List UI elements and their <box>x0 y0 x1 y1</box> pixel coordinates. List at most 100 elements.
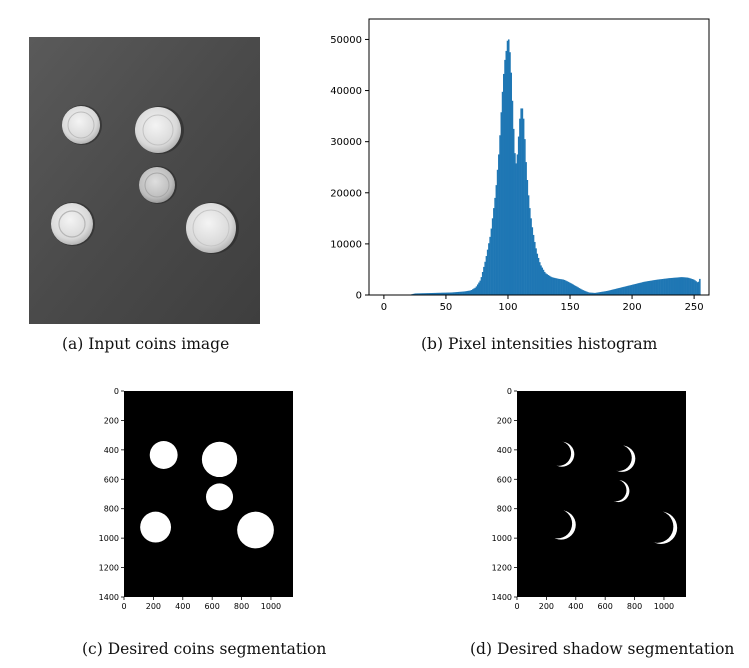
histogram-bar <box>494 197 496 295</box>
histogram-bar <box>442 292 444 295</box>
histogram-bar <box>659 279 661 295</box>
histogram-bar <box>462 291 464 295</box>
histogram-bar <box>571 283 573 295</box>
histogram-bar <box>660 279 663 295</box>
histogram-bar <box>454 292 457 295</box>
histogram-bar <box>656 279 659 295</box>
histogram-bar <box>535 248 537 295</box>
histogram-bar <box>669 278 671 295</box>
histogram-bar <box>498 154 500 295</box>
histogram-bar <box>468 290 470 295</box>
histogram-bar <box>520 108 522 295</box>
histogram-bar <box>453 292 455 295</box>
histogram-bar <box>540 265 542 295</box>
histogram-bar <box>418 293 421 295</box>
histogram-bar <box>687 277 690 295</box>
histogram-bar <box>560 279 562 295</box>
histogram-bar <box>501 91 504 295</box>
histogram-bar <box>686 277 689 295</box>
histogram-bar <box>699 278 701 295</box>
y-tick-label: 20000 <box>330 188 362 199</box>
histogram-bar <box>589 292 592 295</box>
histogram-bar <box>536 253 539 295</box>
histogram-bar <box>504 59 506 295</box>
histogram-bar <box>514 153 516 295</box>
histogram-bar <box>541 267 544 295</box>
histogram-bar <box>517 136 520 295</box>
histogram-bar <box>524 139 526 295</box>
histogram-bar <box>431 293 433 295</box>
histogram-bar <box>423 293 426 295</box>
histogram-bar <box>697 281 700 295</box>
histogram-bar <box>689 278 691 295</box>
histogram-bar <box>491 218 494 295</box>
histogram-bar <box>630 284 633 295</box>
histogram-bar <box>557 278 560 295</box>
x-tick-label: 600 <box>598 602 613 611</box>
histogram-bar <box>650 280 653 295</box>
histogram-bar <box>530 218 532 295</box>
histogram-bar <box>601 291 603 295</box>
coin-mask <box>237 511 274 549</box>
histogram-bar <box>663 278 665 295</box>
histogram-bar <box>519 118 521 295</box>
histogram-bar <box>450 292 453 295</box>
histogram-bar <box>485 256 488 295</box>
shadow-crescent <box>546 510 576 540</box>
y-tick-label: 600 <box>497 475 512 484</box>
histogram-bar <box>412 293 414 295</box>
y-tick-label: 1000 <box>492 534 512 543</box>
histogram-bar <box>470 290 473 295</box>
histogram-bar <box>593 292 596 295</box>
histogram-bar <box>599 292 602 295</box>
histogram-bar <box>666 278 669 295</box>
histogram-bar <box>510 72 512 295</box>
shadow-segmentation: 0 200 400 600 800 1000 0 200 400 600 800 1000 1200 14… <box>483 383 693 619</box>
x-tick-label: 200 <box>623 302 642 310</box>
y-tick-label: 800 <box>497 505 512 514</box>
histogram-bar <box>661 278 664 295</box>
histogram-bar <box>694 280 696 295</box>
x-tick-label: 400 <box>568 602 583 611</box>
histogram-bar <box>416 293 418 295</box>
histogram-bar <box>586 291 588 295</box>
histogram-svg: 0 50 100 150 200 250 0 10000 20000 30000 40000 5000… <box>330 18 710 313</box>
histogram-bar <box>670 277 673 295</box>
histogram-bar <box>473 288 475 295</box>
coins-photo <box>29 37 260 324</box>
histogram-bar <box>490 228 493 295</box>
histogram-bar <box>515 163 517 295</box>
histogram-bar <box>471 289 474 295</box>
histogram-bar <box>414 293 417 295</box>
histogram-bar <box>597 292 599 295</box>
coin-bottom-left <box>51 202 95 246</box>
histogram-bar <box>507 39 510 295</box>
y-tick-label: 200 <box>497 416 512 425</box>
histogram-bar <box>665 278 668 295</box>
histogram-bar <box>629 285 632 295</box>
x-tick-label: 600 <box>205 602 220 611</box>
histogram-bar <box>692 279 695 295</box>
histogram-bar <box>484 261 486 295</box>
x-tick-label: 200 <box>146 602 161 611</box>
histogram-bar <box>581 289 583 295</box>
histogram-bar <box>565 280 567 295</box>
y-tick-label: 400 <box>104 446 119 455</box>
histogram-bar <box>576 286 578 295</box>
histogram-bar <box>537 257 540 295</box>
histogram-bar <box>486 249 489 295</box>
histogram-bar <box>584 291 587 295</box>
histogram-bar <box>680 277 682 295</box>
histogram-bar <box>568 282 571 295</box>
histogram-bar <box>532 234 535 295</box>
histogram-bar <box>419 293 422 295</box>
histogram-bar <box>459 291 462 295</box>
histogram-bar <box>639 282 642 295</box>
y-tick-label: 800 <box>104 505 119 514</box>
y-tick-label: 600 <box>104 475 119 484</box>
histogram-bar <box>434 292 437 295</box>
histogram-bar <box>558 278 561 295</box>
histogram-bar <box>655 279 658 295</box>
histogram-bar <box>505 50 508 295</box>
histogram-bar <box>440 292 443 295</box>
